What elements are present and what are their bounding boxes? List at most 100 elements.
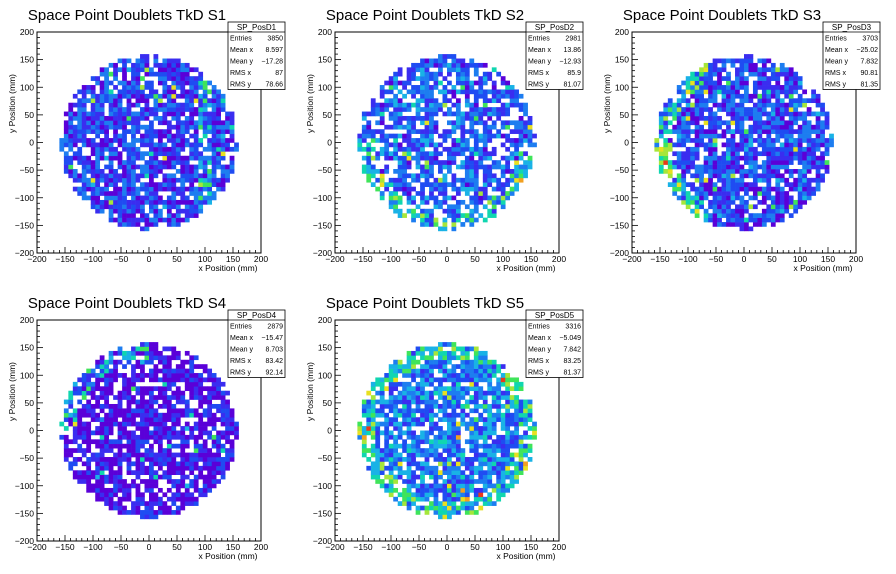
- heatmap-cell: [384, 421, 390, 427]
- heatmap-cell: [685, 76, 691, 81]
- heatmap-cell: [509, 120, 515, 126]
- heatmap-cell: [415, 155, 421, 161]
- heatmap-cell: [198, 98, 204, 104]
- heatmap-cell: [117, 151, 123, 157]
- heatmap-cell: [473, 89, 479, 95]
- heatmap-cell: [730, 102, 736, 108]
- heatmap-cell: [153, 430, 159, 436]
- heatmap-cell: [721, 58, 727, 64]
- heatmap-cell: [135, 350, 141, 356]
- heatmap-cell: [81, 426, 87, 431]
- heatmap-cell: [779, 204, 785, 210]
- heatmap-cell: [117, 208, 123, 214]
- heatmap-cell: [424, 115, 430, 121]
- heatmap-cell: [63, 434, 69, 440]
- heatmap-cell: [730, 182, 736, 187]
- heatmap-cell: [694, 93, 700, 99]
- heatmap-cell: [433, 111, 439, 117]
- heatmap-cell: [393, 115, 399, 121]
- heatmap-cell: [393, 426, 399, 431]
- heatmap-cell: [149, 448, 154, 453]
- heatmap-cell: [815, 186, 821, 192]
- heatmap-cell: [438, 514, 443, 520]
- y-tick-label: 0: [29, 138, 34, 148]
- heatmap-cell: [122, 129, 127, 134]
- heatmap-cell: [757, 151, 763, 157]
- heatmap-cell: [699, 80, 704, 86]
- heatmap-cell: [144, 102, 150, 108]
- heatmap-cell: [402, 213, 407, 218]
- heatmap-cell: [806, 195, 812, 201]
- heatmap-cell: [144, 483, 150, 489]
- heatmap-cell: [482, 102, 488, 108]
- heatmap-cell: [384, 98, 390, 104]
- heatmap-cell: [451, 492, 457, 498]
- heatmap-cell: [469, 434, 475, 440]
- heatmap-cell: [415, 417, 421, 422]
- heatmap-cell: [198, 71, 204, 77]
- heatmap-cell: [379, 89, 385, 95]
- heatmap-cell: [220, 182, 226, 187]
- heatmap-cell: [171, 217, 177, 223]
- stats-value: −12.93: [559, 59, 581, 66]
- heatmap-cell: [184, 465, 190, 471]
- heatmap-cell: [229, 111, 235, 117]
- heatmap-cell: [473, 510, 479, 515]
- heatmap-cell: [216, 129, 221, 134]
- heatmap-cell: [95, 395, 101, 400]
- heatmap-cell: [126, 58, 132, 64]
- heatmap-cell: [455, 439, 461, 445]
- heatmap-cell: [676, 164, 682, 170]
- heatmap-cell: [464, 373, 470, 378]
- heatmap-cell: [447, 89, 452, 95]
- heatmap-cell: [415, 399, 421, 405]
- heatmap-cell: [90, 430, 96, 436]
- heatmap-cell: [438, 226, 443, 232]
- heatmap-cell: [681, 142, 687, 148]
- heatmap-cell: [157, 359, 163, 365]
- heatmap-cell: [442, 448, 448, 453]
- heatmap-cell: [144, 417, 150, 422]
- heatmap-cell: [108, 457, 114, 462]
- heatmap-cell: [721, 204, 727, 210]
- heatmap-cell: [140, 164, 145, 170]
- heatmap-cell: [460, 479, 466, 484]
- heatmap-cell: [402, 443, 407, 449]
- heatmap-cell: [113, 470, 118, 475]
- heatmap-cell: [198, 434, 204, 440]
- heatmap-cell: [166, 204, 172, 210]
- heatmap-cell: [415, 465, 421, 471]
- heatmap-cell: [202, 146, 208, 152]
- heatmap-cell: [149, 501, 154, 506]
- stats-key: RMS x: [528, 70, 550, 77]
- heatmap-cell: [505, 89, 511, 95]
- heatmap-cell: [393, 461, 399, 467]
- heatmap-cell: [514, 124, 519, 130]
- heatmap-cell: [699, 67, 704, 73]
- heatmap-cell: [429, 399, 434, 405]
- heatmap-cell: [153, 208, 159, 214]
- heatmap-cell: [193, 186, 199, 192]
- heatmap-cell: [153, 386, 159, 392]
- heatmap-cell: [730, 129, 736, 134]
- heatmap-cell: [788, 129, 794, 134]
- heatmap-cell: [460, 67, 466, 73]
- heatmap-cell: [478, 191, 484, 196]
- heatmap-cell: [744, 98, 749, 104]
- heatmap-cell: [68, 448, 74, 453]
- heatmap-cell: [184, 403, 190, 409]
- heatmap-cell: [361, 399, 367, 405]
- heatmap-cell: [140, 62, 145, 68]
- heatmap-cell: [207, 448, 213, 453]
- heatmap-cell: [113, 208, 118, 214]
- heatmap-cell: [81, 93, 87, 99]
- heatmap-cell: [77, 412, 83, 418]
- heatmap-cell: [126, 421, 132, 427]
- heatmap-cell: [752, 102, 758, 108]
- heatmap-cell: [81, 386, 87, 392]
- heatmap-cell: [433, 465, 439, 471]
- heatmap-cell: [406, 470, 412, 475]
- heatmap-cell: [779, 173, 785, 179]
- heatmap-cell: [681, 138, 687, 143]
- heatmap-cell: [717, 67, 722, 73]
